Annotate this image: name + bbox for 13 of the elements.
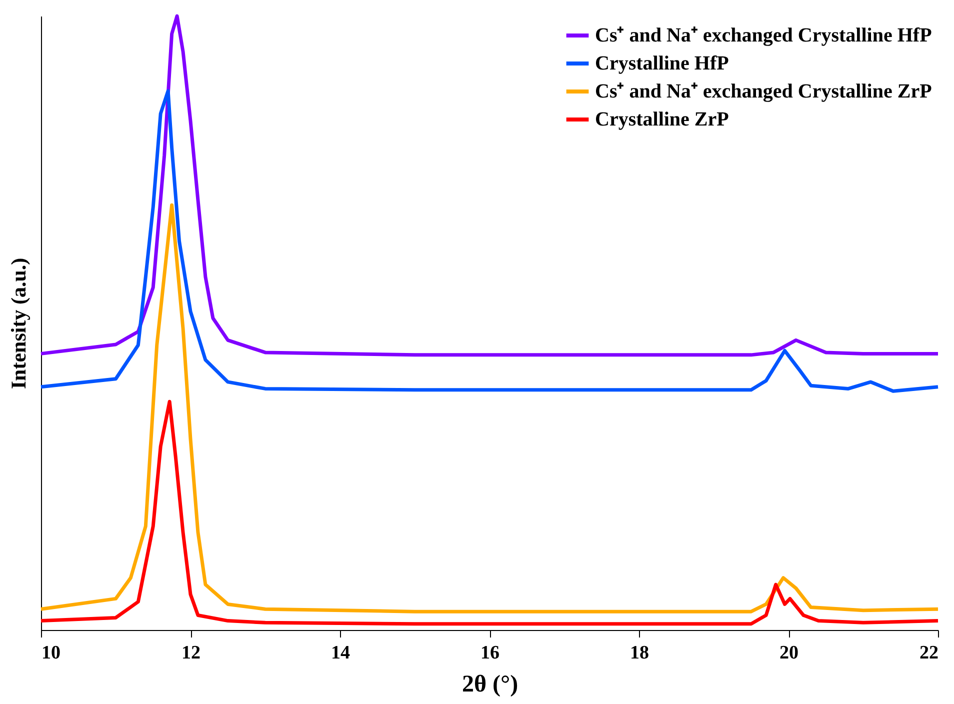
x-tick-label: 16: [480, 642, 500, 664]
x-axis-title: 2θ (°): [462, 672, 518, 698]
x-tick-label: 14: [331, 642, 350, 664]
x-tick-label: 12: [182, 642, 200, 664]
x-tick-label: 20: [780, 642, 798, 664]
x-tick-label: 22: [920, 642, 938, 664]
legend-label: Crystalline HfP: [595, 52, 729, 74]
legend-label: Crystalline ZrP: [595, 108, 729, 130]
legend-label: Cs⁺ and Na⁺ exchanged Crystalline HfP: [595, 24, 932, 46]
legend-label: Cs⁺ and Na⁺ exchanged Crystalline ZrP: [595, 80, 932, 102]
y-axis-title: Intensity (a.u.): [6, 258, 30, 390]
x-tick-label: 10: [42, 642, 60, 664]
x-tick-label: 18: [630, 642, 649, 664]
